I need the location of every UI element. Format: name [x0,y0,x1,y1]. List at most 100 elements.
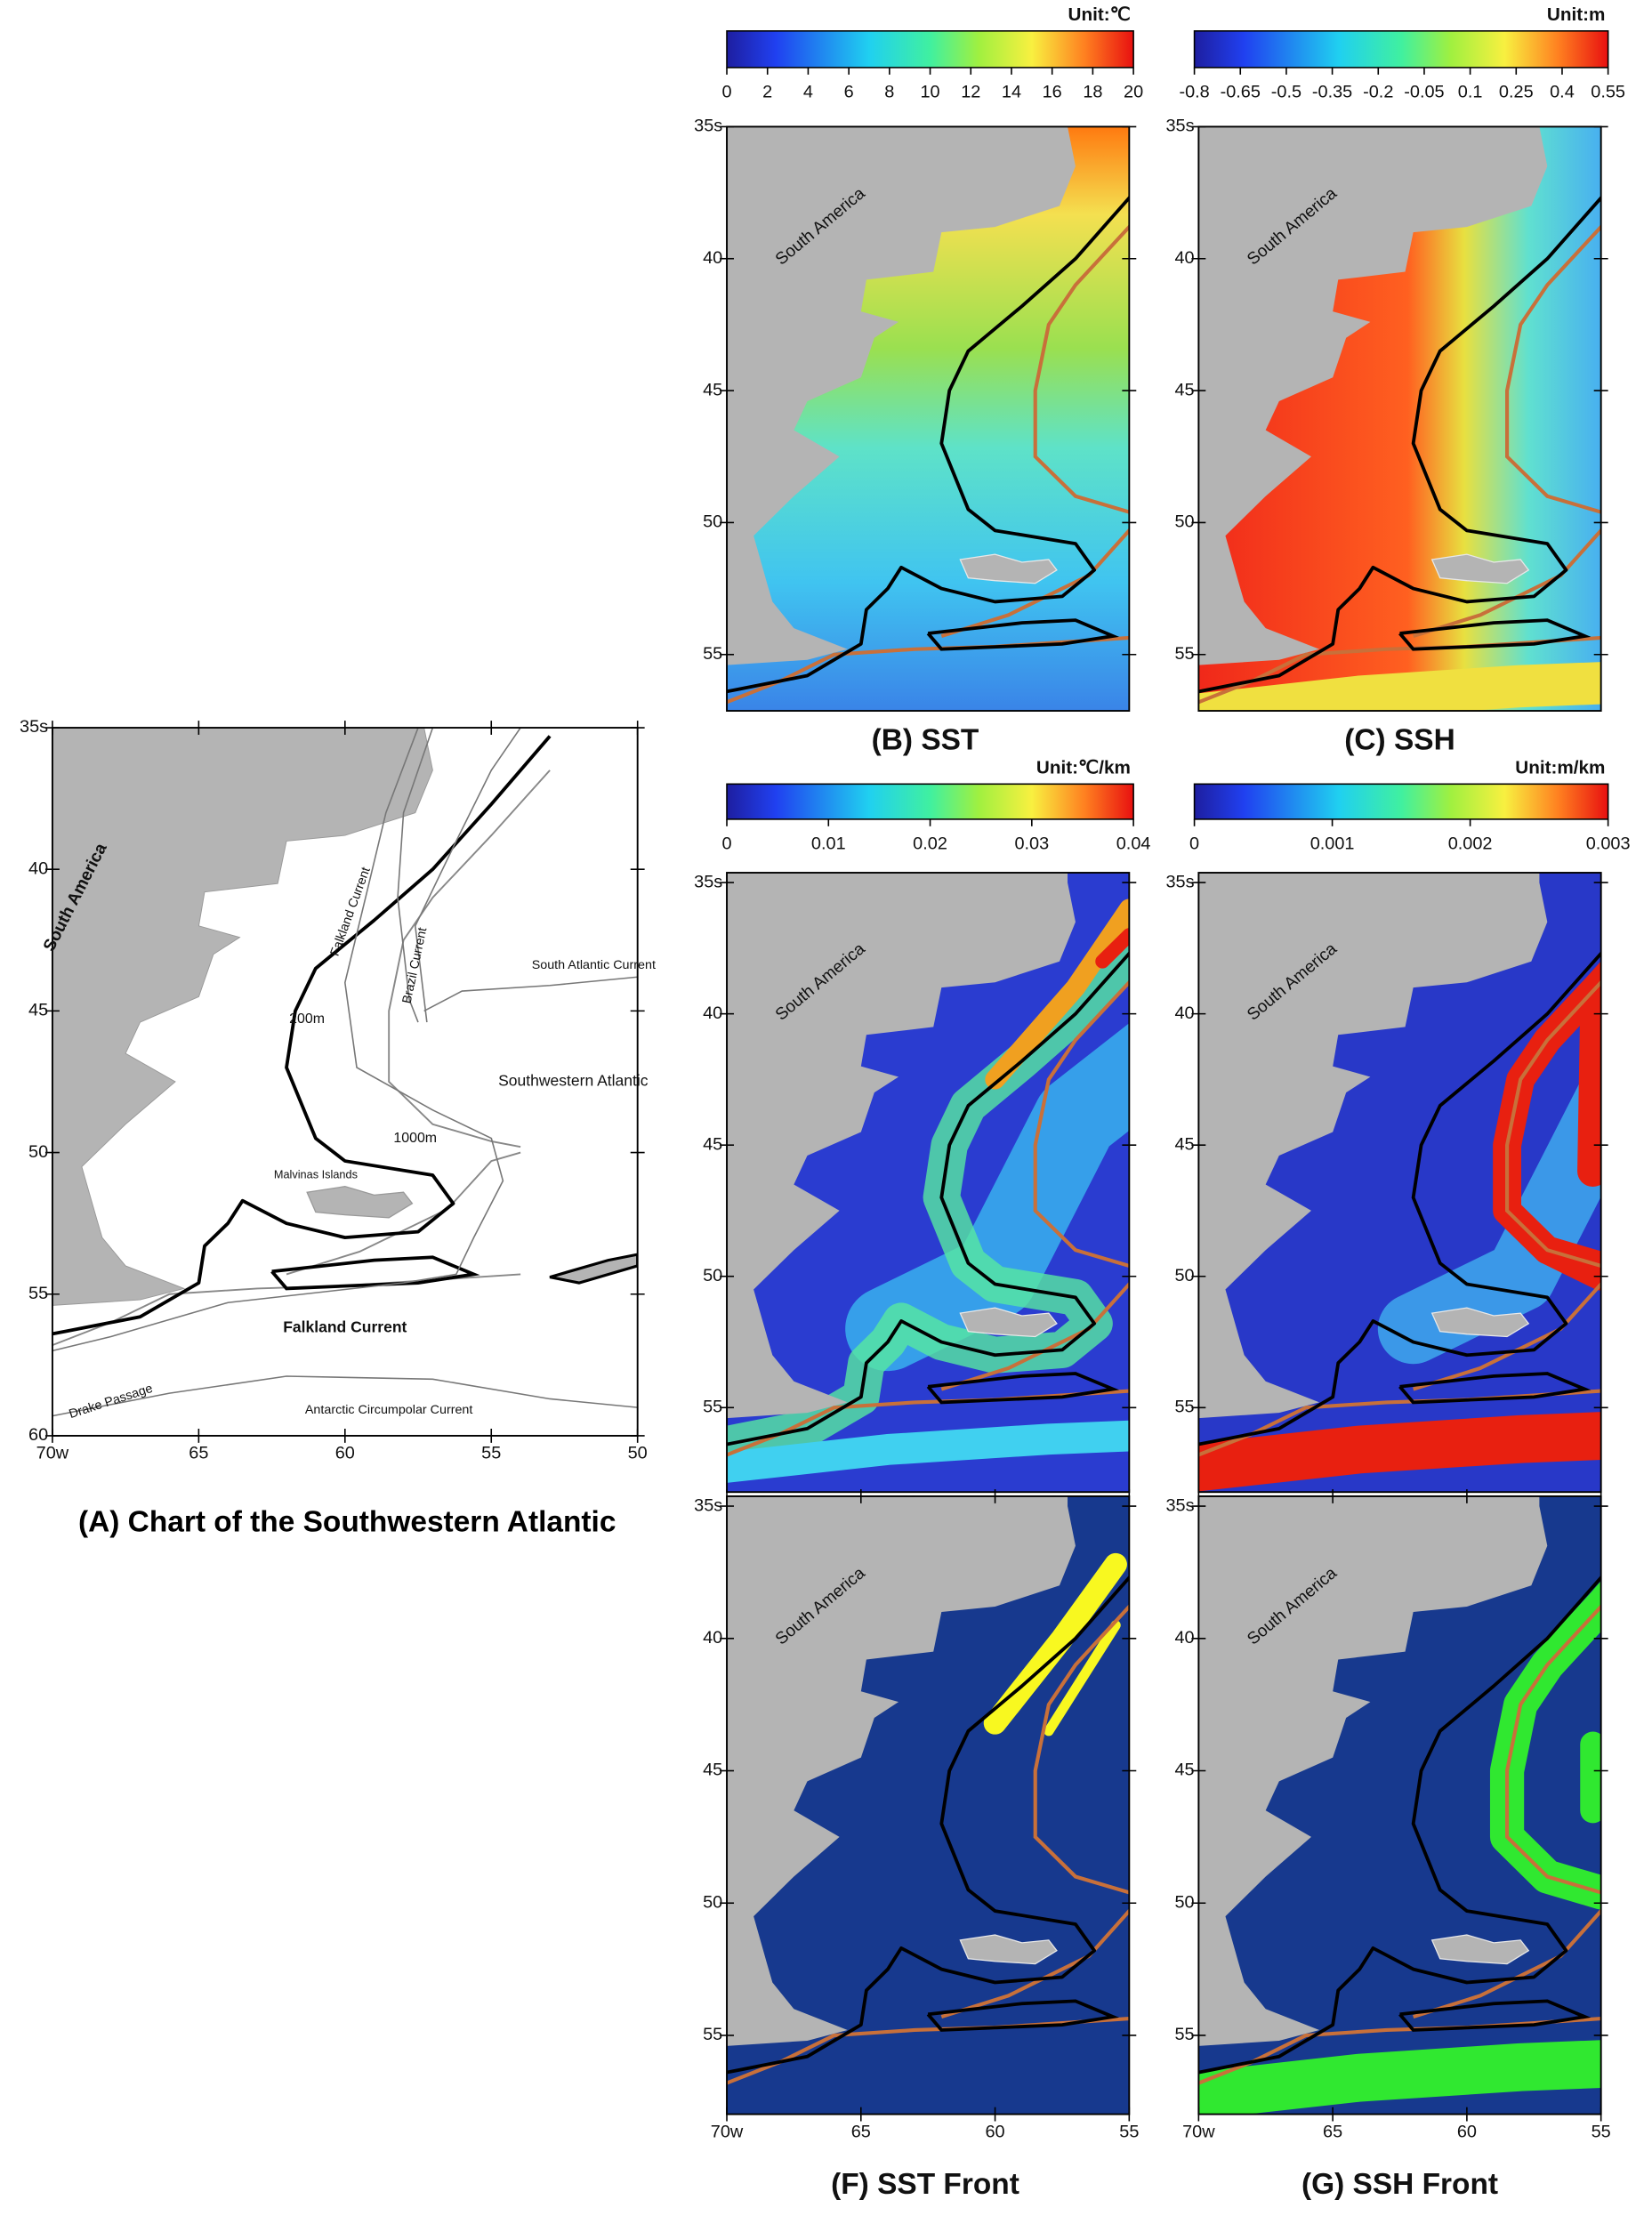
colorbar-tick-label: -0.35 [1312,83,1352,102]
lat-tick-label: 45 [1174,380,1194,399]
colorbar-tick-label: 0.01 [811,834,846,854]
frame [726,872,1131,1494]
colorbar [726,783,1134,820]
colorbar-unit: Unit:℃ [1068,4,1131,25]
isobath-200m [727,195,1130,694]
colorbar-tick-label: 0.003 [1586,834,1631,854]
isobath-200m [270,1255,480,1291]
annotation: Antarctic Circumpolar Current [305,1403,473,1417]
field-band [1198,662,1601,712]
lon-tick-label: 55 [1119,2122,1139,2141]
panel-a-title-box: (A) Chart of the Southwestern Atlantic [78,1506,616,1538]
map [727,873,1130,1493]
land [52,728,433,1306]
colorbar-tick-label: 14 [1002,83,1021,102]
annotation: Southwestern Atlantic [498,1072,649,1090]
colorbar-tick-label: 10 [920,83,939,102]
isobath-200m [1198,950,1601,1446]
isobath-200m [1398,1372,1592,1405]
isobath-200m [727,950,1130,1446]
frame [726,125,1131,712]
lat-tick-label: 40 [28,858,48,878]
field-band [983,1552,1127,1735]
annotation: Falkland Current [283,1318,407,1336]
lat-tick-label: 35s [1165,117,1194,136]
lat-tick-label: 35s [20,717,48,737]
annotation: South Atlantic Current [532,958,656,972]
isobath-200m [1198,1575,1601,2075]
land [727,873,1076,1419]
colorbar-tick-label: -0.2 [1363,83,1393,102]
lat-tick-label: 45 [28,1001,48,1020]
colorbar-tick-label: 20 [1124,83,1143,102]
map [52,728,638,1436]
lat-tick-label: 55 [703,644,722,664]
isobath-200m [1198,195,1601,694]
isobath-200m [52,735,552,1336]
colorbar [1193,30,1609,68]
colorbar-tick-label: 6 [844,83,854,102]
lat-tick-label: 55 [28,1284,48,1303]
annotation: 200m [289,1011,325,1027]
colorbar-tick-label: 0.1 [1458,83,1483,102]
isobath-200m [1398,1999,1592,2032]
lat-tick-label: 45 [703,1761,722,1780]
lat-tick-label: 45 [1174,1761,1194,1780]
isobath-1000m [1505,1603,1601,1895]
panel-title: (G) SSH Front [1301,2168,1498,2201]
lat-tick-label: 40 [703,1628,722,1648]
colorbar-tick-label: -0.5 [1271,83,1301,102]
colorbar-tick-label: 0.04 [1116,834,1151,854]
colorbar-tick-label: 0 [721,83,731,102]
lon-tick-label: 65 [851,2122,871,2141]
current [423,976,638,1012]
isobath-1000m [1033,979,1130,1269]
field-band [1044,1620,1121,1736]
annotation: Malvinas Islands [274,1168,358,1180]
lon-tick-label: 70w [1182,2122,1215,2141]
lat-tick-label: 35s [694,872,722,891]
colorbar-tick-label: 8 [884,83,894,102]
colorbar-tick-label: 0.002 [1448,834,1493,854]
lat-tick-label: 60 [28,1425,48,1445]
land [727,1495,1076,2046]
colorbar-tick-label: 0.03 [1014,834,1049,854]
map [1198,126,1601,712]
lat-tick-label: 40 [1174,248,1194,268]
lon-tick-label: 65 [189,1444,208,1463]
colorbar-tick-label: 0.25 [1499,83,1534,102]
colorbar-tick-label: 0.001 [1310,834,1355,854]
isobath-200m [926,1372,1120,1405]
annotation: 1000m [393,1131,437,1146]
island [959,1934,1058,1965]
colorbar-tick-label: 12 [961,83,980,102]
lat-tick-label: 55 [1174,1398,1194,1417]
field-band [1377,1044,1601,1365]
lat-tick-label: 45 [1174,1134,1194,1154]
lon-tick-label: 70w [711,2122,744,2141]
lat-tick-label: 35s [694,1495,722,1515]
field-band [1198,1412,1601,1492]
field-band [727,1420,1130,1483]
colorbar-tick-label: -0.8 [1179,83,1209,102]
panel-title: (F) SST Front [831,2168,1019,2201]
colorbar-tick-label: 4 [803,83,813,102]
lat-tick-label: 55 [703,2025,722,2044]
colorbar [726,30,1134,68]
lon-tick-label: 65 [1323,2122,1342,2141]
lon-tick-label: 55 [1592,2122,1611,2141]
island [1430,1934,1530,1965]
lon-tick-label: 55 [481,1444,501,1463]
lat-tick-label: 40 [703,248,722,268]
lat-tick-label: 55 [703,1398,722,1417]
isobath-1000m [1505,979,1601,1269]
map [727,1495,1130,2115]
lat-tick-label: 50 [1174,512,1194,532]
frame [1197,872,1602,1494]
current [397,728,434,1023]
frame [726,1495,1131,2115]
colorbar-tick-label: 0.55 [1591,83,1625,102]
field-band [1198,2040,1601,2115]
field-band [1577,998,1601,1188]
